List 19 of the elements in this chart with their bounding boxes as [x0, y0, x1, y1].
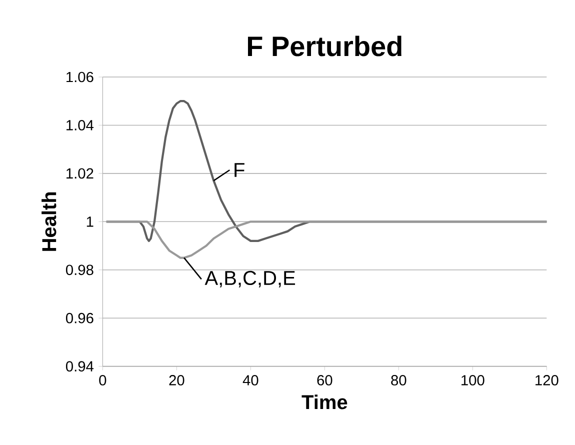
chart-title: F Perturbed: [248, 36, 402, 56]
x-tick-label: 120: [536, 375, 558, 386]
series-label: A,B,C,D,E: [204, 270, 296, 288]
x-tick-label: 40: [242, 375, 258, 386]
x-tick-label: 100: [462, 375, 484, 386]
y-tick-label: 0.96: [66, 312, 94, 324]
x-tick-label: 60: [317, 375, 332, 386]
y-tick-label: 1.04: [66, 120, 94, 130]
y-tick-label: 1: [86, 216, 94, 227]
y-tick-label: 1.06: [66, 72, 94, 82]
y-tick-label: 1.02: [66, 168, 94, 179]
y-tick-label: 0.94: [66, 361, 94, 372]
x-tick-label: 0: [99, 375, 106, 386]
y-axis-title: Health: [42, 192, 56, 251]
x-axis-title: Time: [302, 394, 348, 410]
series-label: F: [234, 163, 244, 177]
x-tick-label: 80: [391, 375, 406, 386]
y-tick-label: 0.98: [66, 264, 94, 276]
x-tick-label: 20: [169, 375, 184, 386]
